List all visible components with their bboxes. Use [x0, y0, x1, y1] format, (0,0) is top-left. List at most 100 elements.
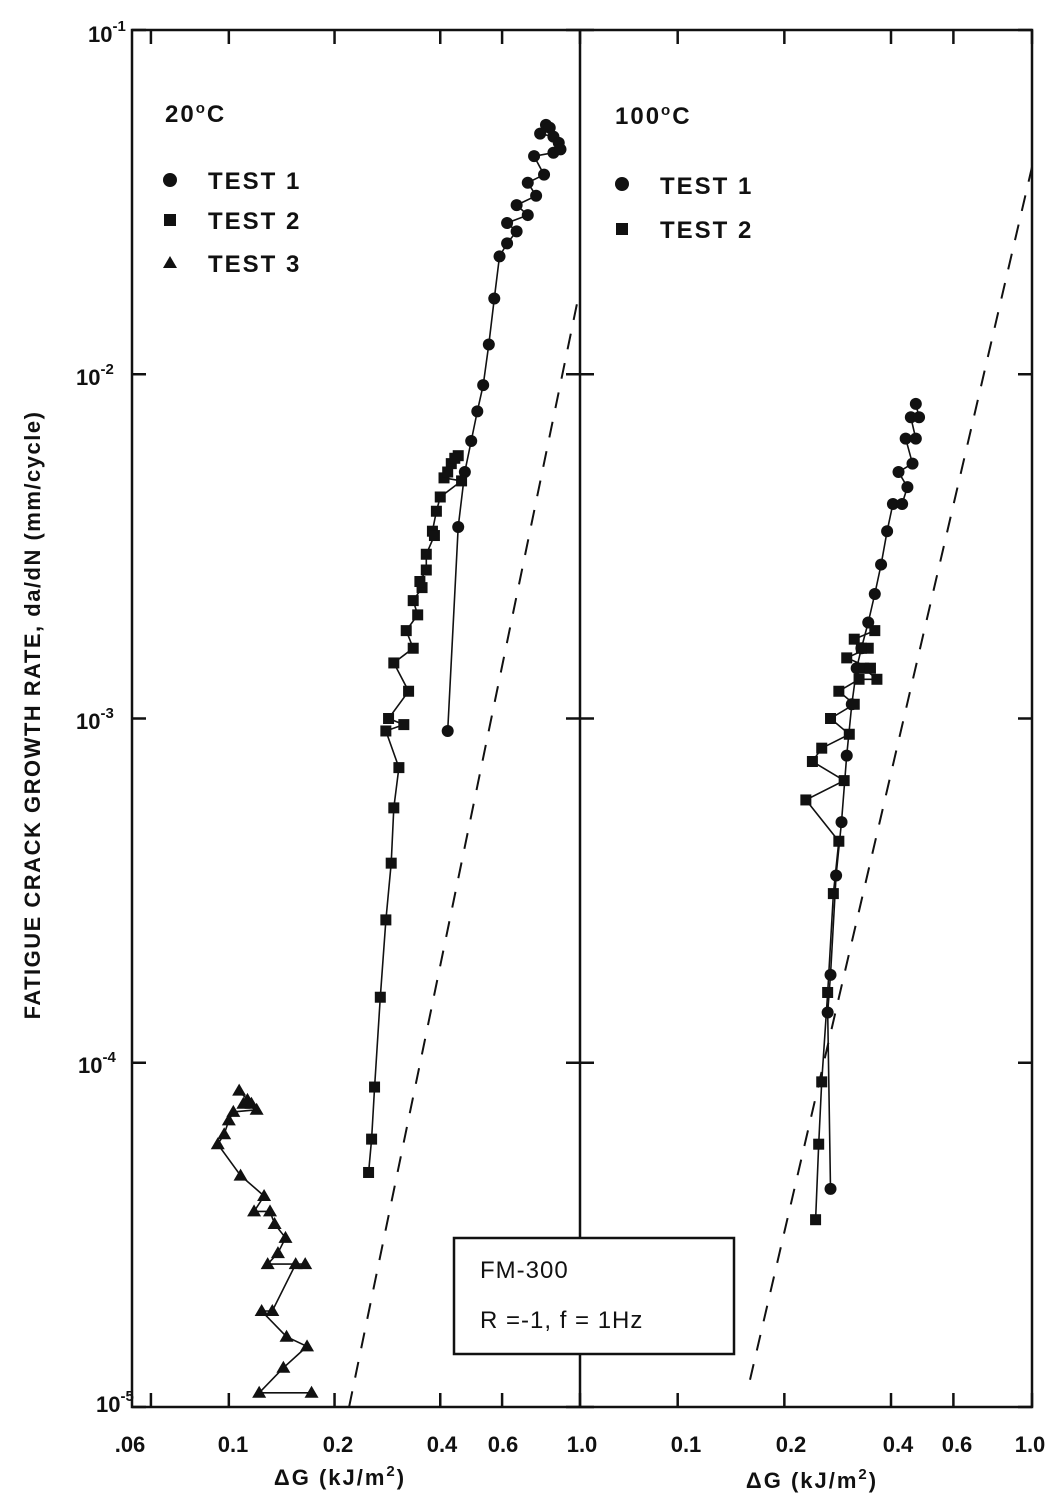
data-point-circle [906, 457, 919, 470]
data-point-square [366, 1133, 378, 1145]
legend-label: TEST 1 [660, 173, 753, 200]
annotation-line-1: FM-300 [480, 1257, 569, 1284]
data-point-square [363, 1166, 375, 1178]
data-point-triangle [247, 1204, 262, 1217]
data-point-square [456, 475, 468, 487]
x-axis-label-left: ΔG (kJ/m2) [274, 1463, 406, 1490]
fit-line [826, 403, 921, 1189]
x-tick-label: 0.2 [776, 1432, 807, 1457]
data-point-circle [471, 405, 484, 418]
data-point-triangle [232, 1083, 247, 1096]
data-point-square [414, 576, 426, 588]
data-point-square [858, 662, 870, 674]
data-point-circle [501, 237, 514, 250]
data-point-circle [840, 749, 853, 762]
data-point-triangle [267, 1217, 282, 1230]
data-point-square [862, 642, 874, 654]
data-point-circle [881, 525, 894, 538]
data-point-square [380, 914, 392, 926]
data-point-circle [875, 558, 888, 571]
data-point-circle [482, 338, 495, 351]
annotation-box-frame [452, 1236, 736, 1356]
annotation-box: FM-300 R =-1, f = 1Hz [452, 1236, 736, 1356]
data-point-square [822, 986, 834, 998]
data-point-square [374, 991, 386, 1003]
data-point-triangle [263, 1204, 278, 1217]
data-point-circle [538, 168, 551, 181]
data-point-triangle [278, 1230, 293, 1243]
data-point-triangle [288, 1257, 303, 1270]
data-point-square [825, 713, 837, 724]
x-tick-label: 0.1 [671, 1432, 702, 1457]
x-tick-label: 0.2 [323, 1432, 354, 1457]
data-point-square [438, 472, 450, 484]
legend-square-marker [616, 223, 628, 235]
fit-line [367, 455, 464, 1173]
data-point-square [806, 756, 818, 768]
data-point-circle [458, 466, 471, 479]
data-point-triangle [300, 1339, 315, 1352]
fit-line [446, 124, 562, 732]
legend-label: TEST 1 [208, 168, 301, 195]
data-point-circle [896, 497, 909, 510]
data-points [210, 118, 926, 1398]
data-point-square [848, 698, 860, 710]
data-point-circle [821, 1006, 834, 1019]
data-point-circle [501, 217, 514, 230]
data-point-square [383, 713, 395, 724]
data-point-square [398, 719, 410, 731]
data-point-circle [510, 225, 523, 238]
y-tick-label: 10-4 [78, 1049, 116, 1078]
data-point-circle [530, 189, 543, 202]
data-point-circle [824, 1182, 837, 1195]
legend-square-marker [164, 214, 176, 226]
data-point-circle [830, 869, 843, 882]
data-point-circle [493, 250, 506, 263]
data-point-square [428, 530, 440, 542]
data-point-square [416, 582, 428, 594]
x-tick-labels-left: .06 0.1 0.2 0.4 0.6 1.0 [115, 1432, 598, 1457]
data-point-circle [534, 127, 547, 140]
data-point-triangle [221, 1113, 236, 1126]
data-point-circle [452, 520, 465, 533]
data-point-square [393, 762, 405, 774]
data-point-circle [904, 411, 917, 424]
data-point-square [816, 742, 828, 754]
data-point-circle [510, 199, 523, 212]
panel-title-100c: 100oC [615, 102, 692, 130]
data-point-circle [824, 968, 837, 981]
data-point-square [848, 633, 860, 645]
legend-label: TEST 2 [208, 208, 301, 235]
x-tick-label: 0.6 [942, 1432, 973, 1457]
data-point-square [434, 491, 446, 503]
x-tick-labels-right: 0.1 0.2 0.4 0.6 1.0 [671, 1432, 1046, 1457]
data-point-circle [477, 379, 490, 392]
y-tick-labels: 10-1 10-2 10-3 10-4 10-5 [76, 18, 134, 1417]
panel-title-20c: 20oC [165, 100, 226, 128]
data-point-square [412, 609, 424, 621]
data-point-square [403, 685, 415, 697]
data-point-triangle [276, 1360, 291, 1373]
y-tick-label: 10-5 [96, 1388, 134, 1417]
data-point-triangle [257, 1189, 272, 1202]
legend-triangle-marker [163, 256, 177, 268]
data-point-square [855, 642, 867, 654]
legend-left: TEST 1 TEST 2 TEST 3 [163, 168, 301, 278]
data-point-square [813, 1138, 825, 1150]
data-point-circle [465, 434, 478, 447]
fit-line [804, 629, 880, 1220]
data-point-triangle [210, 1137, 225, 1150]
data-point-triangle [249, 1102, 264, 1115]
data-point-circle [892, 466, 905, 479]
data-point-triangle [217, 1127, 232, 1140]
data-point-circle [868, 587, 881, 600]
x-tick-label: 0.4 [427, 1432, 458, 1457]
data-point-circle [521, 176, 534, 189]
data-point-square [407, 642, 419, 654]
data-point-triangle [260, 1257, 275, 1270]
data-point-circle [913, 411, 926, 424]
legend-circle-marker [163, 173, 177, 187]
data-point-square [420, 548, 432, 560]
data-point-square [871, 673, 883, 685]
